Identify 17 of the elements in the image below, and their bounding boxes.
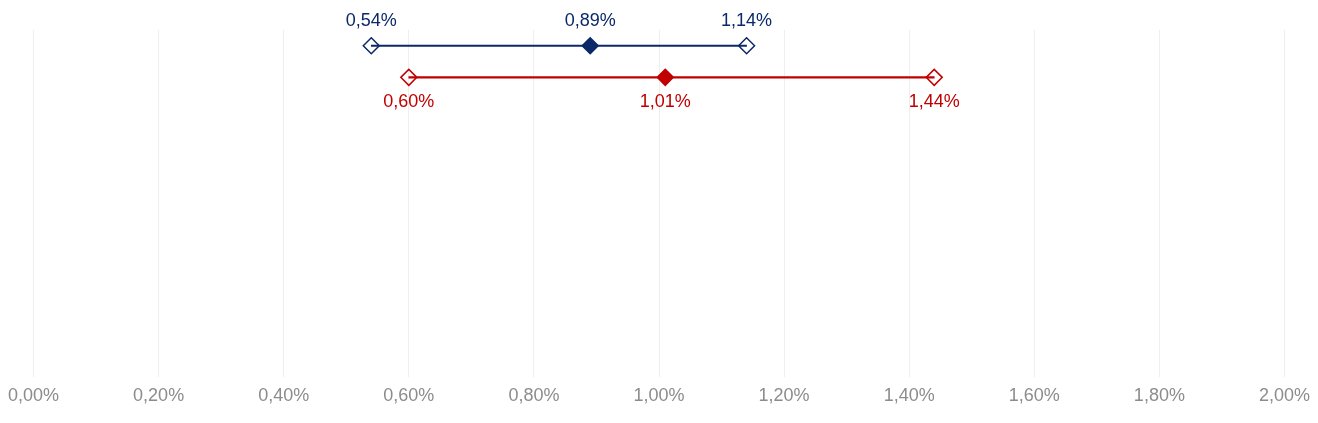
data-label: 1,44% <box>908 91 960 112</box>
x-tick-label: 0,20% <box>133 385 185 406</box>
data-label: 0,89% <box>564 9 616 30</box>
x-tick-label: 2,00% <box>1258 385 1310 406</box>
x-tick-label: 1,40% <box>883 385 935 406</box>
x-tick-label: 1,80% <box>1133 385 1185 406</box>
x-tick-label: 0,60% <box>383 385 435 406</box>
x-tick-label: 0,80% <box>508 385 560 406</box>
data-label: 1,14% <box>721 9 773 30</box>
data-label: 0,54% <box>345 9 397 30</box>
data-label: 1,01% <box>639 91 691 112</box>
x-tick-label: 1,60% <box>1008 385 1060 406</box>
x-tick-label: 1,20% <box>758 385 810 406</box>
x-tick-label: 0,40% <box>258 385 310 406</box>
data-label: 0,60% <box>383 91 435 112</box>
x-tick-label: 1,00% <box>633 385 685 406</box>
x-tick-label: 0,00% <box>8 385 60 406</box>
